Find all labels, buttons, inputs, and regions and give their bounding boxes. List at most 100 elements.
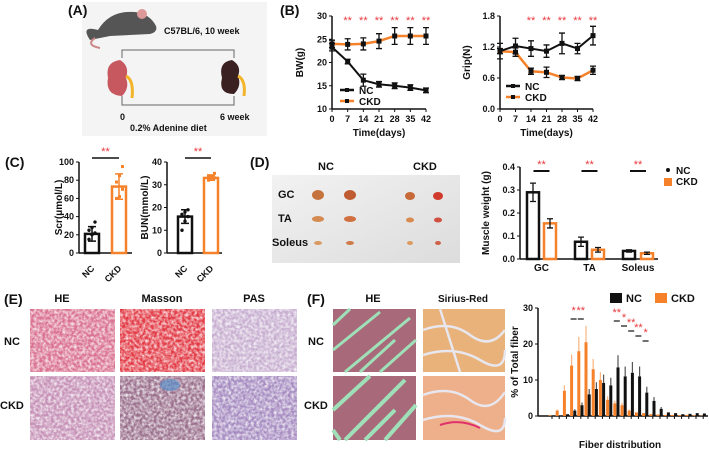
error-bar — [621, 403, 622, 405]
diet-label: 0.2% Adenine diet — [130, 123, 207, 133]
bar-nc — [638, 376, 641, 416]
error-bar — [632, 362, 633, 373]
x-tick-label: 7 — [345, 114, 350, 124]
data-point-ckd — [361, 41, 366, 46]
data-point-ckd — [377, 39, 382, 44]
y-tick-label: 80 — [64, 175, 74, 185]
error-bar — [625, 367, 626, 377]
muscle-row-ckd: CKD — [304, 400, 328, 412]
significance-marker: ** — [422, 15, 431, 27]
bar-nc — [595, 389, 598, 416]
y-tick-label: 30 — [523, 303, 533, 313]
error-bar — [593, 359, 594, 369]
significance-marker: ** — [613, 307, 622, 319]
data-point-ckd — [560, 75, 565, 80]
y-tick-label: 10 — [152, 225, 162, 235]
y-tick-label: 10 — [317, 104, 327, 114]
y-tick-label: 0.3 — [502, 185, 515, 195]
significance-marker: ** — [527, 15, 536, 27]
legend-swatch-ckd — [655, 293, 667, 303]
data-point-nc — [345, 59, 350, 64]
muscle-sirius-ckd-image — [423, 376, 505, 440]
bar-ckd — [599, 380, 602, 416]
histology-header-he: HE — [54, 293, 69, 305]
histology-row-nc: NC — [4, 336, 20, 348]
y-tick-label: 100 — [59, 157, 74, 167]
significance-marker: ** — [573, 15, 582, 27]
bar-nc — [581, 405, 584, 416]
significance-marker: ** — [194, 146, 203, 158]
x-tick-label: 14 — [358, 114, 368, 124]
panel-a: (A) C57BL/6, 10 week 0 6 week 0.2% Adeni… — [68, 2, 267, 136]
x-tick-label: GC — [534, 263, 549, 274]
bar-ckd — [563, 391, 566, 416]
legend-marker — [345, 99, 349, 103]
data-point — [183, 210, 186, 213]
bar-ckd — [592, 369, 595, 416]
error-bar — [653, 397, 654, 401]
x-tick-label: 14 — [526, 114, 536, 124]
data-point — [186, 215, 189, 218]
histology-row-ckd: CKD — [0, 400, 24, 412]
data-point — [121, 188, 124, 191]
bar-nc — [653, 401, 656, 416]
legend-label-ckd: CKD — [525, 93, 547, 104]
photo-row-gc: GC — [278, 189, 295, 201]
y-tick-label: 0 — [69, 248, 74, 258]
photo-row-ta: TA — [278, 213, 292, 225]
bar-ckd — [556, 411, 559, 416]
kidney-pas-nc-image — [212, 309, 297, 372]
data-point-nc — [498, 49, 503, 54]
x-tick-label: 35 — [405, 114, 415, 124]
error-bar — [564, 385, 565, 391]
data-point — [180, 213, 183, 216]
bar-ckd — [585, 342, 588, 416]
significance-marker: ** — [406, 15, 415, 27]
bar-ckd — [664, 415, 667, 416]
bar-nc — [660, 409, 663, 416]
bar-ckd — [671, 415, 674, 416]
significance-marker: ** — [558, 15, 567, 27]
muscle-row-nc: NC — [308, 336, 324, 348]
muscle-photo: NC CKD GC TA Soleus — [272, 161, 460, 263]
data-point — [213, 172, 216, 175]
panel-label-c: (C) — [5, 154, 24, 170]
bar-ckd — [649, 414, 652, 416]
x-axis-label: Time(days) — [520, 128, 573, 139]
significance-marker: ** — [537, 159, 546, 171]
panel-f: (F) HE Sirius-Red NC CKD — [304, 291, 505, 440]
y-tick-label: 0.4 — [502, 162, 515, 172]
data-point-nc — [575, 46, 580, 51]
bar-ckd — [693, 415, 696, 416]
data-point-nc — [560, 41, 565, 46]
data-point-nc — [591, 33, 596, 38]
y-tick-label: 0.6 — [482, 73, 495, 83]
y-tick-label: 60 — [64, 193, 74, 203]
data-point — [186, 208, 189, 211]
y-tick-label: 1.8 — [482, 11, 495, 21]
bar-nc — [609, 385, 612, 416]
x-tick-label: 21 — [541, 114, 551, 124]
legend-label-nc: NC — [676, 166, 690, 177]
y-axis-label: Muscle weight (g) — [481, 171, 492, 255]
timeline-start: 0 — [120, 112, 125, 122]
bar-nc — [703, 413, 706, 416]
bar-ckd — [628, 411, 631, 416]
y-tick-label: 0 — [528, 411, 533, 421]
bw-axes — [329, 16, 426, 109]
bar-ckd — [635, 412, 638, 416]
data-point-ckd — [408, 33, 413, 38]
error-bar — [585, 326, 586, 342]
legend-swatch-nc — [666, 168, 670, 172]
bar-ckd — [549, 415, 552, 416]
x-tick-label: CKD — [103, 263, 124, 284]
significance-marker: ** — [634, 159, 643, 171]
photo-col-ckd: CKD — [413, 161, 437, 173]
x-tick-label: CKD — [195, 263, 216, 284]
y-tick-label: 0.2 — [502, 208, 515, 218]
error-bar — [603, 375, 604, 383]
bar-ckd — [613, 403, 616, 416]
data-point — [118, 174, 121, 177]
muscle-sirius-nc-image — [423, 309, 505, 372]
bar-nc — [689, 414, 692, 416]
